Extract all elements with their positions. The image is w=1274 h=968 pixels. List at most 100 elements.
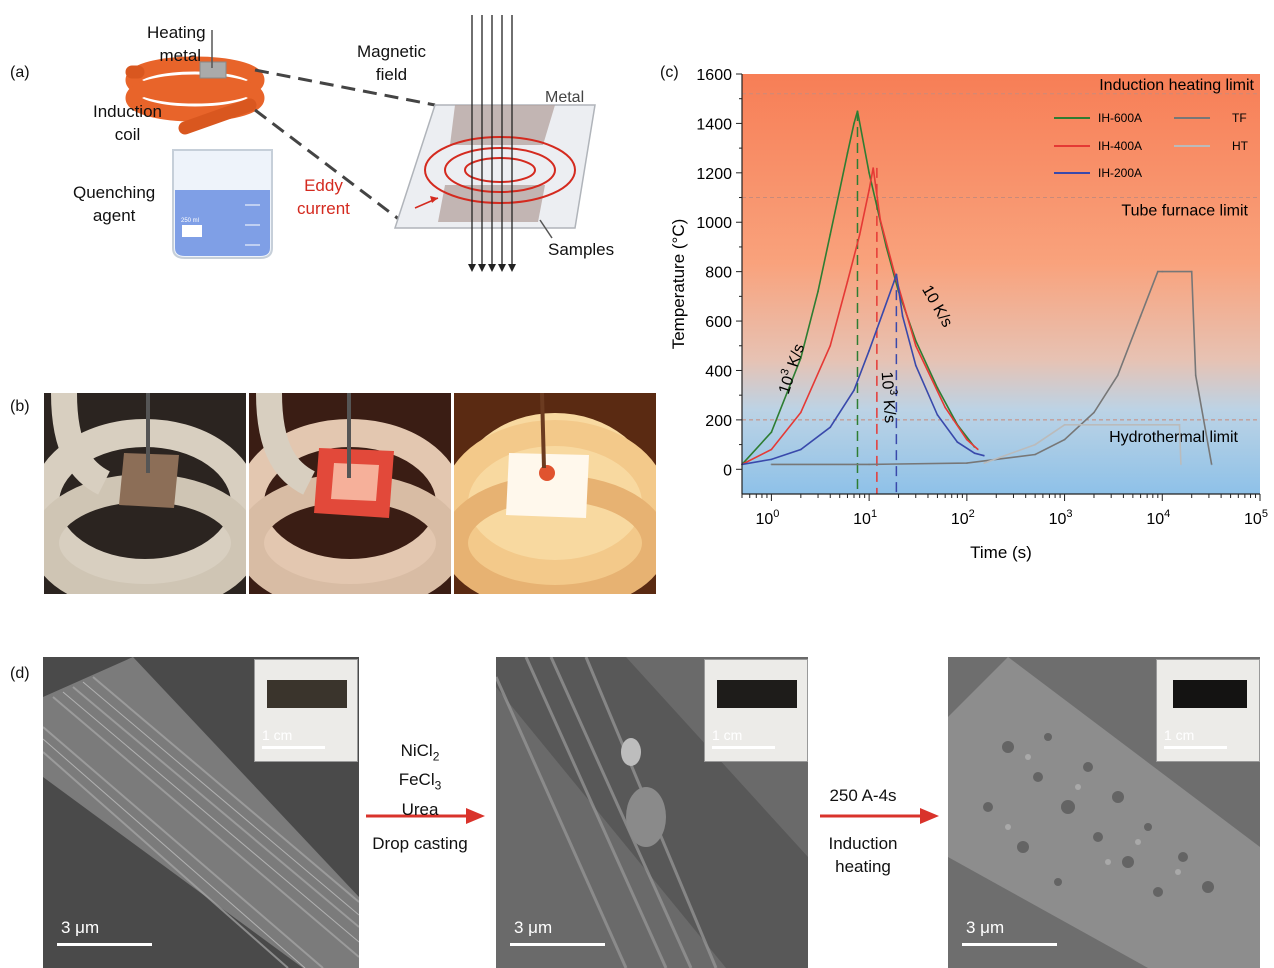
data-point [853, 389, 855, 392]
data-point [914, 364, 917, 367]
beaker-icon: 250 ml [172, 149, 273, 259]
data-point [1034, 453, 1037, 456]
scale-label-um: 3 μm [514, 918, 553, 937]
data-point [868, 463, 871, 466]
data-point [1139, 315, 1142, 318]
data-point [872, 166, 875, 169]
reagent-nicl2: NiCl2 [400, 741, 440, 764]
panel-label-c: (c) [660, 64, 679, 81]
sample-strip-3 [1173, 680, 1247, 708]
x-tick-label: 100 [755, 508, 779, 528]
y-tick-label: 1000 [696, 215, 732, 232]
data-point [936, 414, 939, 416]
y-tick-label: 0 [723, 462, 732, 479]
data-point [973, 452, 976, 455]
scale-label-cm: 1 cm [1164, 727, 1195, 743]
scale-bar-cm [1164, 746, 1227, 749]
y-tick-label: 800 [705, 265, 732, 282]
y-tick-label: 200 [705, 413, 732, 430]
y-tick-label: 1600 [696, 67, 732, 84]
data-point [1194, 374, 1197, 377]
x-axis-title: Time (s) [970, 543, 1032, 562]
data-point [868, 171, 871, 174]
data-point [936, 386, 939, 389]
data-point [879, 218, 882, 221]
inset-photo-1: 1 cm [254, 659, 358, 762]
reagent-urea: Urea [401, 799, 439, 819]
inset-photo-3: 1 cm [1156, 659, 1260, 762]
data-point [1178, 423, 1181, 426]
scale-label-um: 3 μm [61, 918, 100, 937]
data-point [893, 270, 895, 273]
panel-label-a: (a) [10, 64, 30, 81]
x-tick-label: 104 [1146, 508, 1170, 528]
scale-bar-cm [712, 746, 775, 749]
data-point [965, 462, 968, 465]
label-metal: Metal [545, 89, 585, 106]
inset-photo-2: 1 cm [704, 659, 808, 762]
scale-label-cm: 1 cm [712, 727, 743, 743]
metal-sheet-icon [393, 104, 596, 239]
data-point [1179, 463, 1182, 466]
y-tick-label: 400 [705, 363, 732, 380]
x-tick-label: 102 [951, 508, 975, 528]
data-point [956, 441, 959, 444]
sem-image-3: 1 cm 3 μm [948, 657, 1260, 968]
x-tick-label: 101 [853, 508, 877, 528]
data-point [1116, 374, 1119, 377]
label-heating-metal: Heating metal [147, 23, 206, 65]
data-point [914, 344, 917, 347]
data-point [817, 290, 819, 293]
process-arrow-1 [366, 808, 485, 824]
limit-label: Tube furnace limit [1121, 203, 1248, 220]
photo-coil-hot [454, 393, 656, 594]
data-point [983, 462, 985, 465]
label-quenching-agent: Quenching agent [73, 183, 156, 225]
arrow2-condition: 250 A-4s [829, 786, 897, 805]
data-point [1156, 270, 1159, 273]
sem-image-2: 1 cm 3 μm [496, 657, 808, 968]
series-line-ih-600a [741, 110, 976, 465]
label-induction-coil: Induction coil [93, 102, 162, 144]
data-point [895, 273, 898, 276]
limit-label: Induction heating limit [1099, 77, 1254, 94]
data-point [1063, 423, 1066, 426]
data-point [882, 310, 885, 313]
data-point [1093, 411, 1095, 414]
data-point [846, 280, 849, 283]
data-point [846, 152, 849, 154]
process-arrow-2 [820, 808, 939, 824]
label-magnetic-field: Magnetic field [357, 42, 426, 84]
data-point [965, 438, 968, 441]
beaker-label: 250 ml [181, 218, 199, 224]
temperature-time-chart: Induction heating limit Tube furnace limi… [669, 67, 1268, 562]
data-point [977, 448, 979, 451]
induction-coil-icon [125, 30, 265, 135]
data-point [770, 431, 773, 434]
legend-label: IH-400A [1098, 139, 1142, 153]
y-tick-label: 1400 [696, 116, 732, 133]
legend-label: IH-200A [1098, 166, 1142, 180]
y-tick-label: 600 [705, 314, 732, 331]
data-point [1161, 270, 1164, 273]
data-point [829, 233, 832, 236]
data-point [853, 122, 855, 125]
label-eddy-current: Eddy current [297, 176, 350, 218]
photo-coil-cold [44, 393, 246, 594]
sample-strip-1 [267, 680, 347, 708]
data-point [770, 458, 773, 461]
limit-label: Hydrothermal limit [1109, 429, 1238, 446]
legend-label: TF [1232, 111, 1247, 125]
arrow2-method: Induction heating [828, 834, 898, 876]
x-tick-label: 105 [1244, 508, 1268, 528]
rate-annotation: 103 K/s [878, 371, 902, 424]
data-point [1063, 438, 1066, 441]
data-point [1190, 270, 1193, 273]
scale-label-cm: 1 cm [262, 727, 293, 743]
data-point [770, 448, 773, 451]
data-point [799, 411, 802, 414]
data-point [838, 189, 841, 192]
scale-bar-um [510, 943, 605, 946]
y-tick-label: 1200 [696, 166, 732, 183]
scale-bar-cm [262, 746, 325, 749]
